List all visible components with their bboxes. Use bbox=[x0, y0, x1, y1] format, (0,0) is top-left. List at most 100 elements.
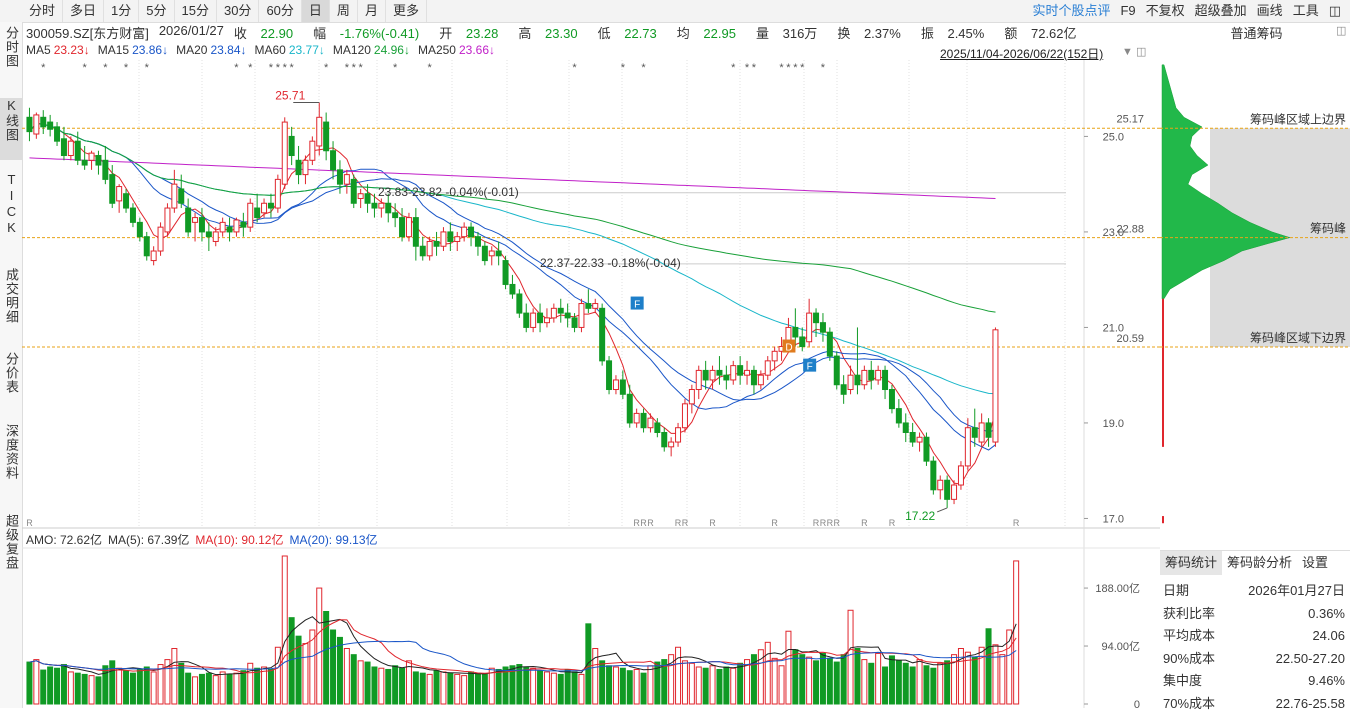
event-r-marker[interactable]: R bbox=[861, 518, 868, 528]
volume-bar[interactable] bbox=[869, 663, 874, 704]
candle[interactable] bbox=[745, 361, 750, 385]
volume-bar[interactable] bbox=[876, 653, 881, 704]
volume-bar[interactable] bbox=[41, 670, 46, 704]
candle[interactable] bbox=[600, 304, 605, 366]
volume-bar[interactable] bbox=[268, 669, 273, 704]
candle[interactable] bbox=[462, 222, 467, 241]
volume-bar[interactable] bbox=[130, 673, 135, 704]
candle[interactable] bbox=[538, 304, 543, 333]
candle[interactable] bbox=[331, 141, 336, 179]
candle[interactable] bbox=[972, 409, 977, 447]
volume-bar[interactable] bbox=[820, 653, 825, 704]
event-star-marker[interactable]: * bbox=[393, 62, 398, 74]
volume-bar[interactable] bbox=[55, 668, 60, 704]
event-star-marker[interactable]: * bbox=[283, 62, 288, 74]
event-r-marker[interactable]: R bbox=[771, 518, 778, 528]
candle[interactable] bbox=[324, 113, 329, 161]
volume-bar[interactable] bbox=[544, 672, 549, 704]
candle[interactable] bbox=[144, 232, 149, 261]
range-dropdown-icon[interactable]: ▼ ◫ bbox=[1122, 45, 1146, 58]
candle[interactable] bbox=[117, 184, 122, 213]
candle[interactable] bbox=[682, 399, 687, 432]
volume-bar[interactable] bbox=[213, 676, 218, 704]
event-star-marker[interactable]: * bbox=[248, 62, 253, 74]
close-icon[interactable]: ◫ bbox=[1324, 0, 1346, 22]
toolbar-button[interactable]: F9 bbox=[1115, 0, 1140, 22]
volume-bar[interactable] bbox=[317, 588, 322, 704]
volume-bar[interactable] bbox=[862, 660, 867, 704]
period-tab[interactable]: 分时 bbox=[22, 0, 63, 22]
candle[interactable] bbox=[917, 432, 922, 451]
volume-bar[interactable] bbox=[607, 666, 612, 704]
volume-bar[interactable] bbox=[344, 649, 349, 705]
candle[interactable] bbox=[896, 399, 901, 428]
signal-box[interactable]: F bbox=[631, 297, 644, 311]
candle[interactable] bbox=[248, 198, 253, 231]
volume-bar[interactable] bbox=[206, 673, 211, 704]
candle[interactable] bbox=[393, 203, 398, 227]
period-tab[interactable]: 1分 bbox=[104, 0, 139, 22]
volume-bar[interactable] bbox=[565, 669, 570, 704]
candle[interactable] bbox=[344, 170, 349, 194]
event-r-marker[interactable]: R bbox=[889, 518, 896, 528]
candle[interactable] bbox=[986, 418, 991, 447]
candle[interactable] bbox=[503, 256, 508, 289]
event-r-marker[interactable]: R bbox=[26, 518, 33, 528]
toolbar-button[interactable]: 超级叠加 bbox=[1190, 0, 1252, 22]
volume-bar[interactable] bbox=[924, 666, 929, 704]
candle[interactable] bbox=[531, 308, 536, 332]
volume-bar[interactable] bbox=[469, 672, 474, 704]
volume-bar[interactable] bbox=[193, 677, 198, 704]
volume-bar[interactable] bbox=[303, 644, 308, 704]
candle[interactable] bbox=[931, 456, 936, 494]
volume-bar[interactable] bbox=[455, 674, 460, 704]
event-star-marker[interactable]: * bbox=[621, 62, 626, 74]
volume-bar[interactable] bbox=[917, 660, 922, 704]
candle[interactable] bbox=[807, 299, 812, 347]
volume-bar[interactable] bbox=[738, 663, 743, 704]
toolbar-button[interactable]: 实时个股点评 bbox=[1027, 0, 1115, 22]
volume-bar[interactable] bbox=[1014, 561, 1019, 704]
volume-bar[interactable] bbox=[634, 669, 639, 704]
candle[interactable] bbox=[510, 275, 515, 299]
volume-bar[interactable] bbox=[393, 666, 398, 704]
volume-bar[interactable] bbox=[579, 674, 584, 704]
candle[interactable] bbox=[262, 198, 267, 217]
candle[interactable] bbox=[676, 423, 681, 447]
volume-bar[interactable] bbox=[117, 668, 122, 704]
candle[interactable] bbox=[607, 356, 612, 394]
volume-bar[interactable] bbox=[89, 676, 94, 704]
volume-bar[interactable] bbox=[282, 556, 287, 704]
candle[interactable] bbox=[662, 428, 667, 452]
volume-bar[interactable] bbox=[903, 663, 908, 704]
volume-bar[interactable] bbox=[524, 667, 529, 704]
candle[interactable] bbox=[89, 151, 94, 170]
toolbar-button[interactable]: 画线 bbox=[1252, 0, 1288, 22]
event-r-marker[interactable]: R bbox=[682, 518, 689, 528]
signal-box[interactable]: F bbox=[803, 359, 816, 373]
volume-bar[interactable] bbox=[703, 668, 708, 704]
volume-bar[interactable] bbox=[855, 649, 860, 705]
volume-bar[interactable] bbox=[883, 667, 888, 704]
candle[interactable] bbox=[400, 208, 405, 241]
event-star-marker[interactable]: * bbox=[821, 62, 826, 74]
candle[interactable] bbox=[241, 213, 246, 237]
side-nav-item[interactable]: 深度资料 bbox=[0, 424, 22, 506]
volume-bar[interactable] bbox=[814, 661, 819, 704]
event-star-marker[interactable]: * bbox=[752, 62, 757, 74]
volume-bar[interactable] bbox=[234, 673, 239, 704]
volume-bar[interactable] bbox=[96, 677, 101, 704]
candle[interactable] bbox=[979, 413, 984, 446]
event-star-marker[interactable]: * bbox=[786, 62, 791, 74]
candle[interactable] bbox=[351, 175, 356, 208]
event-star-marker[interactable]: * bbox=[83, 62, 88, 74]
side-nav-item[interactable]: 成交明细 bbox=[0, 268, 22, 340]
volume-bar[interactable] bbox=[558, 674, 563, 704]
candle[interactable] bbox=[993, 327, 998, 446]
volume-bar[interactable] bbox=[27, 662, 32, 704]
candle[interactable] bbox=[365, 184, 370, 213]
volume-bar[interactable] bbox=[400, 668, 405, 704]
event-star-marker[interactable]: * bbox=[276, 62, 281, 74]
candle[interactable] bbox=[848, 366, 853, 395]
candle[interactable] bbox=[869, 361, 874, 390]
